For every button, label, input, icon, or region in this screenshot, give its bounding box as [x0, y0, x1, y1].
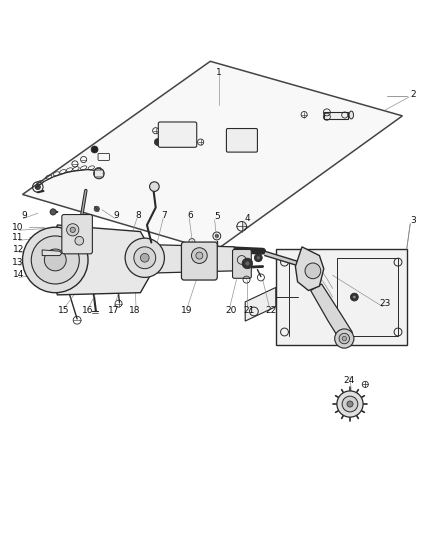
Bar — [324, 111, 348, 119]
Circle shape — [196, 252, 203, 259]
Circle shape — [305, 263, 321, 279]
FancyBboxPatch shape — [62, 215, 92, 254]
Circle shape — [215, 234, 219, 238]
FancyBboxPatch shape — [226, 128, 258, 152]
Text: 14: 14 — [12, 270, 24, 279]
Text: 5: 5 — [214, 212, 220, 221]
Circle shape — [125, 238, 164, 277]
Circle shape — [191, 248, 207, 263]
Circle shape — [75, 236, 84, 245]
Circle shape — [245, 261, 250, 265]
Text: 17: 17 — [108, 305, 119, 314]
Text: 9: 9 — [22, 211, 28, 220]
Text: 15: 15 — [58, 305, 70, 314]
Circle shape — [35, 184, 40, 190]
Text: 12: 12 — [12, 245, 24, 254]
Polygon shape — [51, 225, 149, 295]
Polygon shape — [22, 61, 403, 251]
Circle shape — [339, 333, 350, 344]
Polygon shape — [151, 245, 234, 273]
Circle shape — [254, 254, 262, 262]
Text: 1: 1 — [216, 68, 222, 77]
Text: 8: 8 — [135, 211, 141, 220]
Circle shape — [70, 227, 75, 232]
Polygon shape — [245, 287, 276, 321]
Circle shape — [150, 182, 159, 191]
Text: 20: 20 — [226, 305, 237, 314]
Circle shape — [335, 329, 354, 348]
FancyBboxPatch shape — [233, 249, 251, 278]
Circle shape — [141, 253, 149, 262]
Circle shape — [44, 249, 66, 271]
FancyBboxPatch shape — [181, 242, 217, 280]
Text: 21: 21 — [243, 305, 254, 314]
Ellipse shape — [349, 111, 353, 119]
Circle shape — [353, 295, 356, 299]
Circle shape — [342, 396, 358, 412]
Circle shape — [31, 236, 79, 284]
FancyBboxPatch shape — [276, 249, 407, 345]
Circle shape — [131, 282, 139, 290]
Circle shape — [350, 293, 358, 301]
Circle shape — [22, 227, 88, 293]
Text: 16: 16 — [82, 305, 94, 314]
FancyBboxPatch shape — [95, 170, 103, 177]
Text: 2: 2 — [410, 90, 416, 99]
Text: 11: 11 — [12, 233, 24, 242]
Polygon shape — [295, 247, 324, 290]
Circle shape — [67, 224, 79, 236]
Circle shape — [257, 256, 260, 260]
Text: 19: 19 — [180, 305, 192, 314]
Circle shape — [342, 336, 346, 341]
FancyBboxPatch shape — [158, 122, 197, 147]
Circle shape — [50, 209, 56, 215]
Polygon shape — [311, 284, 352, 341]
Circle shape — [134, 247, 155, 269]
Text: 10: 10 — [12, 223, 24, 232]
Circle shape — [91, 146, 98, 153]
Polygon shape — [42, 250, 62, 256]
Text: 22: 22 — [265, 305, 276, 314]
Text: 4: 4 — [244, 214, 250, 223]
Text: 3: 3 — [410, 216, 416, 225]
Text: 18: 18 — [129, 305, 141, 314]
Text: 24: 24 — [343, 376, 355, 384]
Text: 23: 23 — [379, 299, 391, 308]
Circle shape — [242, 258, 253, 269]
Text: 9: 9 — [113, 211, 119, 220]
Text: 6: 6 — [188, 211, 194, 220]
Text: 7: 7 — [162, 211, 167, 220]
Circle shape — [154, 139, 161, 146]
Circle shape — [94, 206, 99, 212]
Text: 13: 13 — [12, 257, 24, 266]
Circle shape — [347, 401, 353, 407]
Circle shape — [337, 391, 363, 417]
